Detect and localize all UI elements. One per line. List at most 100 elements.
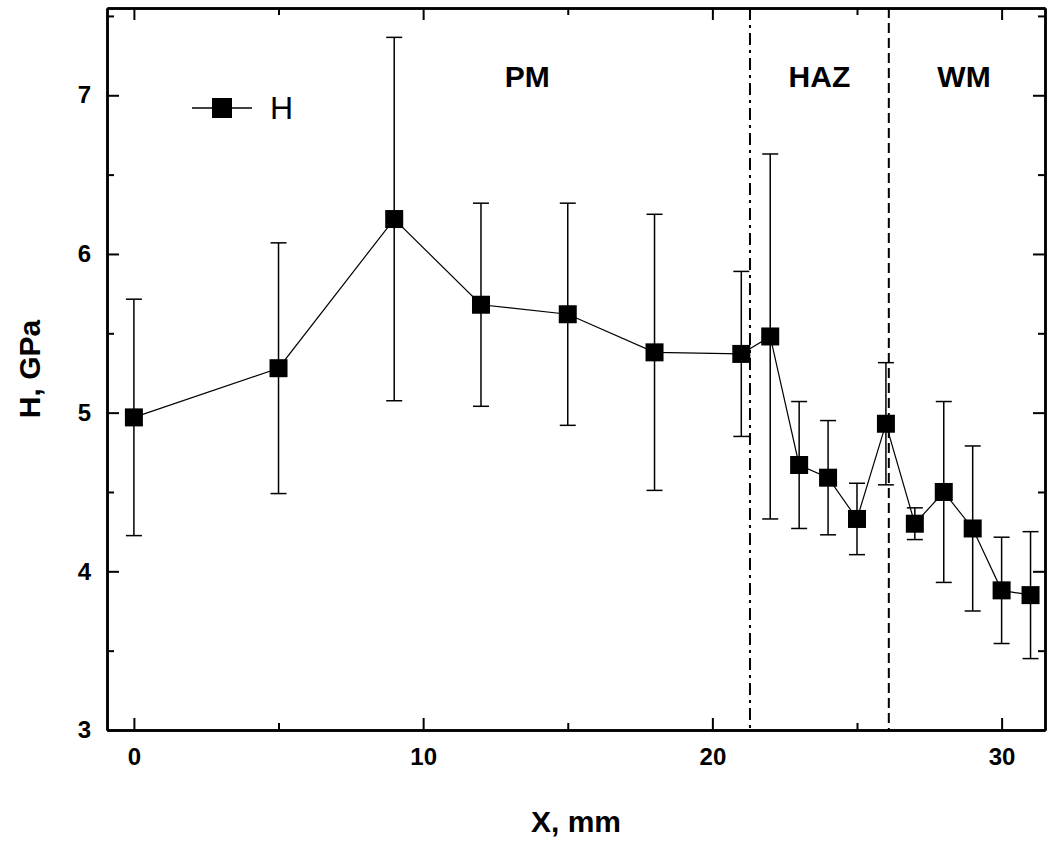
minor-tick-mark [1038, 15, 1045, 17]
minor-tick-mark [1038, 333, 1045, 335]
x-axis: 0102030 [108, 718, 1046, 770]
tick-label: 30 [989, 743, 1016, 770]
tick [107, 492, 114, 493]
tick [1033, 571, 1045, 572]
minor-tick-mark [107, 650, 114, 652]
data-point [559, 305, 577, 323]
tick-mark [423, 8, 425, 20]
tick-mark [1033, 571, 1045, 573]
data-point [761, 327, 779, 345]
error-bar-segment [126, 298, 142, 300]
tick: 3 [78, 716, 119, 743]
data-area [125, 8, 1040, 730]
error-bar-segment [473, 406, 489, 408]
tick [423, 8, 424, 20]
tick [568, 8, 569, 15]
error-bar-segment [849, 483, 865, 485]
tick [857, 8, 858, 15]
tick-mark [712, 8, 714, 20]
error-bar-segment [733, 271, 749, 273]
error-bar-segment [936, 401, 952, 403]
tick-mark [107, 253, 119, 255]
tick [107, 175, 114, 176]
minor-tick-mark [107, 491, 114, 493]
tick [1038, 175, 1045, 176]
tick [712, 8, 713, 20]
data-point [848, 510, 866, 528]
minor-tick-mark [567, 723, 569, 730]
error-bar-segment [994, 536, 1010, 538]
tick [1038, 16, 1045, 17]
tick [134, 8, 135, 20]
tick-mark [133, 8, 135, 20]
tick: 6 [78, 240, 119, 267]
error-bar-segment [878, 484, 894, 486]
error-bar-segment [560, 425, 576, 427]
axis-line [108, 729, 1046, 732]
axis-line [1044, 9, 1047, 731]
error-bar-segment [965, 445, 981, 447]
tick [1033, 730, 1045, 731]
error-bar-segment [386, 37, 402, 39]
error-bar [126, 299, 142, 535]
error-bar-segment [762, 518, 778, 520]
data-point [906, 515, 924, 533]
tick [107, 16, 114, 17]
error-bar-segment [820, 420, 836, 422]
error-bar-segment [791, 528, 807, 530]
error-bar-segment [1023, 531, 1039, 533]
tick [1033, 95, 1045, 96]
tick-label: 6 [78, 240, 91, 267]
tick: 10 [410, 718, 437, 770]
tick [107, 333, 114, 334]
error-bar [647, 214, 663, 490]
minor-tick-mark [107, 174, 114, 176]
y-axis-right [1033, 9, 1046, 731]
tick: 5 [78, 399, 119, 426]
zone-label: HAZ [789, 60, 851, 93]
tick [568, 723, 569, 730]
error-bar-segment [994, 643, 1010, 645]
error-bar-segment [791, 401, 807, 403]
error-bar [1023, 532, 1039, 659]
axis-line [108, 7, 1046, 10]
x-axis-top [108, 8, 1046, 20]
error-bar-segment [820, 534, 836, 536]
plot: 010203034567HPMHAZWM [78, 8, 1046, 770]
error-bar [733, 271, 749, 436]
tick-mark [107, 412, 119, 414]
legend-marker [212, 98, 232, 118]
data-point [819, 469, 837, 487]
y-axis-title: H, GPa [13, 320, 46, 419]
legend: H [192, 90, 293, 126]
axis-line [1044, 9, 1047, 731]
y-axis-right-minor [1038, 9, 1046, 731]
error-bar [907, 508, 923, 540]
data-point [472, 296, 490, 314]
tick-mark [1033, 95, 1045, 97]
error-bar-segment [907, 507, 923, 509]
minor-tick-mark [278, 8, 280, 15]
error-bar-segment [762, 153, 778, 155]
tick-label: 20 [700, 743, 727, 770]
axis-line [108, 729, 1046, 732]
zone-boundary [888, 8, 890, 730]
series-line [134, 219, 1031, 595]
tick-mark [1033, 253, 1045, 255]
tick-label: 3 [78, 716, 91, 743]
tick-mark [1001, 718, 1003, 730]
error-bar-segment [733, 436, 749, 438]
error-bar [820, 421, 836, 535]
error-bar [762, 154, 778, 519]
tick [1038, 333, 1045, 334]
tick [107, 651, 114, 652]
tick-label: 7 [78, 81, 91, 108]
tick-mark [423, 718, 425, 730]
y-axis-minor [107, 9, 114, 731]
minor-tick-mark [1038, 174, 1045, 176]
data-point [935, 483, 953, 501]
data-point [964, 519, 982, 537]
minor-tick-mark [1038, 650, 1045, 652]
tick [1038, 492, 1045, 493]
error-bar [936, 402, 952, 583]
